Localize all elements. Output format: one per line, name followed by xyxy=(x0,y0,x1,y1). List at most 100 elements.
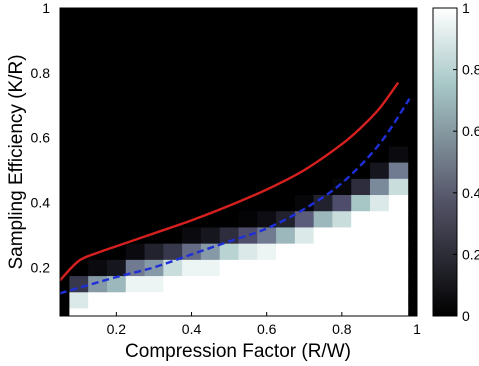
heatmap-cell xyxy=(351,210,371,228)
heatmap-cell xyxy=(219,307,240,316)
heatmap-cell xyxy=(388,226,409,244)
heatmap-cell xyxy=(163,226,183,244)
colorbar-tick-label: 0.8 xyxy=(462,62,479,78)
heatmap-cell xyxy=(257,194,277,212)
heatmap-cell xyxy=(106,291,127,309)
heatmap-cell xyxy=(351,162,371,179)
heatmap-cell xyxy=(388,307,409,316)
heatmap-cell xyxy=(106,307,127,316)
x-tick-label: 0.6 xyxy=(257,321,277,337)
heatmap-cell xyxy=(257,307,277,316)
heatmap-cell xyxy=(182,226,202,244)
y-tick-label: 0.4 xyxy=(31,195,51,211)
heatmap-cell xyxy=(144,259,164,277)
heatmap-cell xyxy=(351,226,371,244)
heatmap-cell xyxy=(313,291,334,309)
heatmap-cell xyxy=(182,291,202,309)
colorbar-tick-label: 0 xyxy=(462,308,470,324)
heatmap-cell xyxy=(257,259,277,277)
heatmap-cell xyxy=(332,307,352,316)
colorbar-ticks: 0 0.2 0.4 0.6 0.8 1 xyxy=(453,0,479,324)
heatmap-cell xyxy=(88,291,108,309)
heatmap-cell xyxy=(144,307,164,316)
heatmap-cell xyxy=(238,291,258,309)
heatmap-cell xyxy=(332,194,352,212)
heatmap-cell xyxy=(163,243,183,260)
solid-boundary-line xyxy=(60,81,400,282)
heatmap-cell xyxy=(294,210,315,228)
x-axis-title: Compression Factor (R/W) xyxy=(125,341,351,362)
heatmap-cell xyxy=(294,178,315,196)
heatmap-cell xyxy=(370,178,390,196)
heatmap-cell xyxy=(294,243,315,260)
heatmap-cell xyxy=(238,307,258,316)
heatmap-cell xyxy=(332,210,352,228)
heatmap-cell xyxy=(370,307,390,316)
heatmap-cell xyxy=(276,291,296,309)
heatmap-cell xyxy=(88,307,108,316)
boundary-curves xyxy=(60,81,411,295)
heatmap-cell xyxy=(163,291,183,309)
heatmap-cell xyxy=(351,307,371,316)
heatmap-cell xyxy=(219,275,240,293)
heatmap-cell xyxy=(144,243,164,260)
heatmap-cell xyxy=(144,275,164,293)
heatmap-cell xyxy=(219,291,240,309)
colorbar xyxy=(432,7,458,317)
heatmap-cell xyxy=(106,275,127,293)
heatmap-cell xyxy=(257,210,277,228)
heatmap-cell xyxy=(125,291,146,309)
heatmap-cell xyxy=(313,226,334,244)
dashed-boundary-line xyxy=(60,98,411,295)
heatmap-cell xyxy=(313,194,334,212)
heatmap-cell xyxy=(144,291,164,309)
heatmap-cell xyxy=(163,259,183,277)
heatmap-cell xyxy=(88,275,108,293)
heatmap-cell xyxy=(332,243,352,260)
y-tick-label: 0.2 xyxy=(31,259,51,275)
heatmap-cell xyxy=(351,291,371,309)
heatmap-cell xyxy=(238,210,258,228)
heatmap-cell xyxy=(125,243,146,260)
heatmap-cell xyxy=(238,243,258,260)
heatmap-cell xyxy=(276,307,296,316)
heatmap-cell xyxy=(388,178,409,196)
x-tick-label: 0.2 xyxy=(107,321,127,337)
heatmap-cell xyxy=(351,194,371,212)
heatmap-cell xyxy=(200,259,221,277)
heatmap-cell xyxy=(351,259,371,277)
y-tick-label: 0.6 xyxy=(31,130,51,146)
heatmap-cell xyxy=(388,275,409,293)
heatmap-cell xyxy=(313,243,334,260)
heatmap-cell xyxy=(388,194,409,212)
heatmap-cell xyxy=(257,226,277,244)
heatmap-cell xyxy=(313,275,334,293)
heatmap-cell xyxy=(69,307,89,316)
heatmap-cell xyxy=(370,194,390,212)
heatmap-cell xyxy=(388,243,409,260)
heatmap-cell xyxy=(182,275,202,293)
heatmap-cell xyxy=(370,145,390,163)
heatmap-cell xyxy=(219,259,240,277)
heatmap-cells xyxy=(69,129,409,316)
y-axis-title: Sampling Efficiency (K/R) xyxy=(6,54,27,269)
heatmap-cell xyxy=(276,194,296,212)
heatmap-cell xyxy=(200,275,221,293)
heatmap-cell xyxy=(163,275,183,293)
heatmap-cell xyxy=(294,291,315,309)
heatmap-cell xyxy=(370,259,390,277)
heatmap-cell xyxy=(332,162,352,179)
heatmap-cell xyxy=(182,259,202,277)
heatmap-cell xyxy=(332,275,352,293)
heatmap-cell xyxy=(200,243,221,260)
heatmap-cell xyxy=(370,226,390,244)
heatmap-cell xyxy=(238,226,258,244)
heatmap-cell xyxy=(69,291,89,309)
y-tick-label: 1 xyxy=(42,0,50,16)
heatmap-cell xyxy=(257,243,277,260)
heatmap-cell xyxy=(294,259,315,277)
heatmap-cell xyxy=(313,210,334,228)
x-tick-label: 0.8 xyxy=(332,321,352,337)
heatmap-cell xyxy=(370,291,390,309)
